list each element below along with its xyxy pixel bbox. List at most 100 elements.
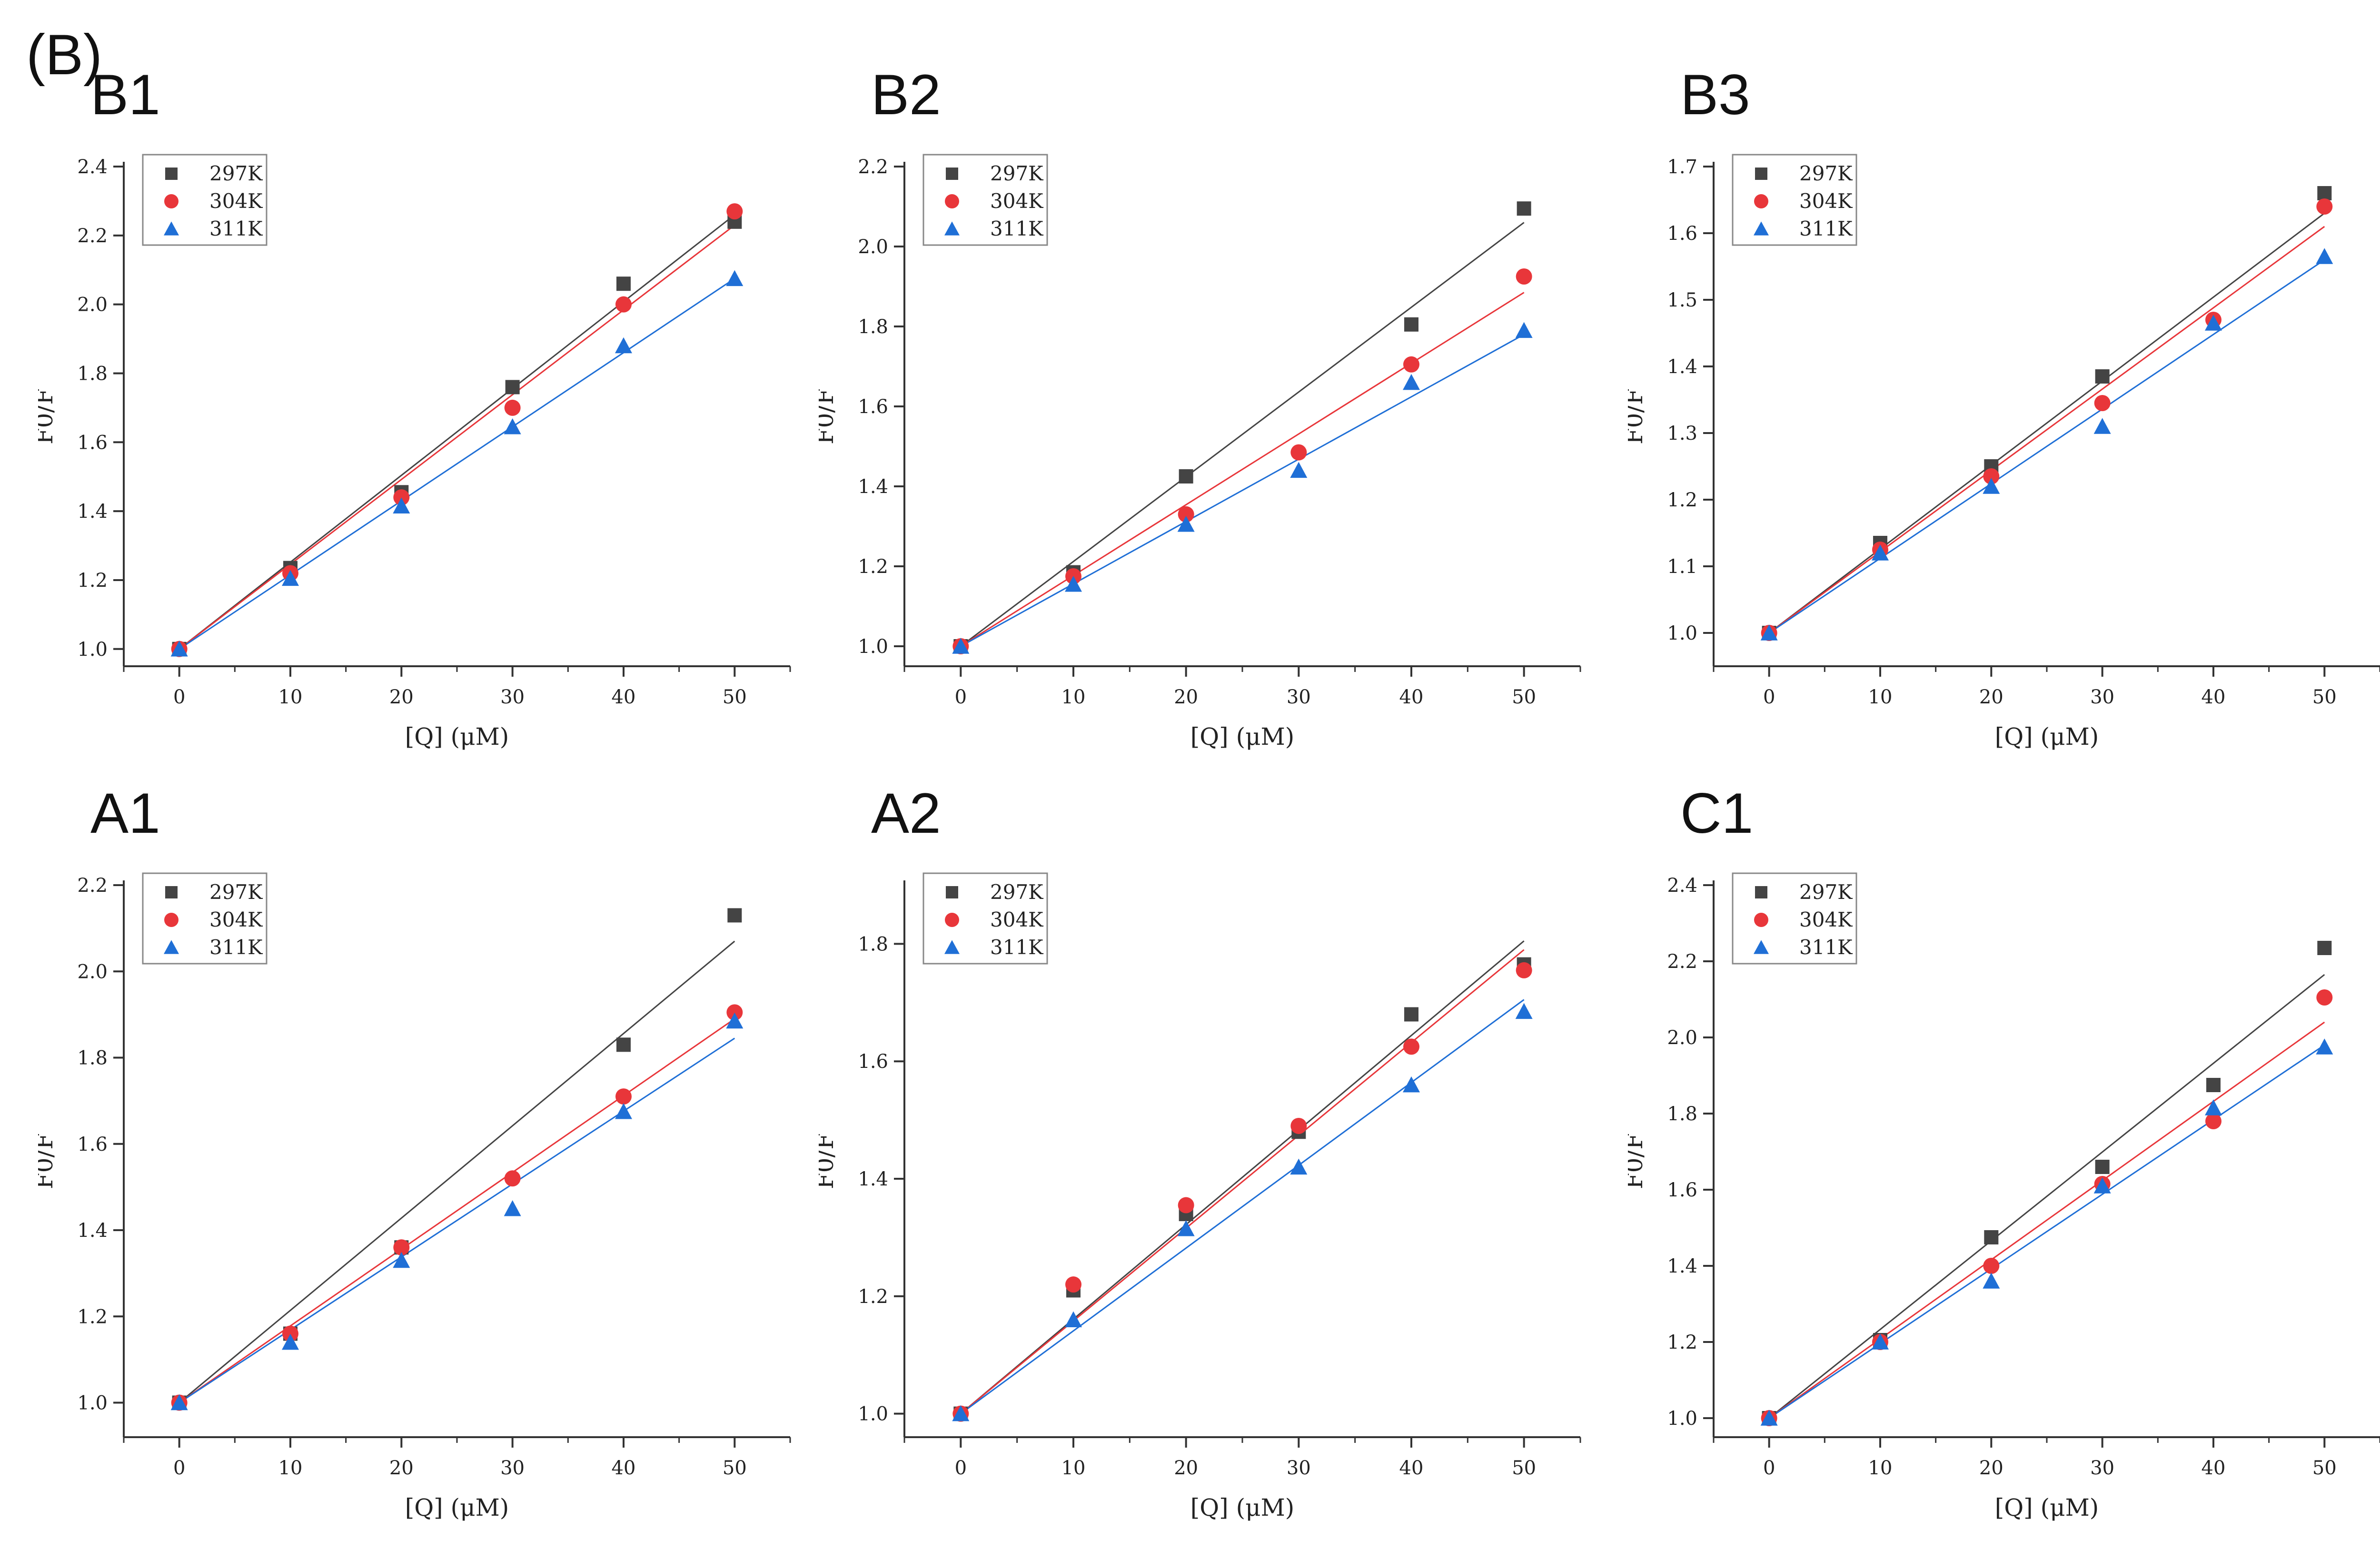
data-point-311k xyxy=(1065,576,1082,592)
panel-title: B1 xyxy=(90,63,160,127)
y-tick-label: 1.2 xyxy=(1667,1332,1697,1353)
data-point-304k xyxy=(1983,468,2000,484)
chart-a2: A2 0 10 20 30 40 50 1.0 1.2 1.4 1.6 1.8 [Q] (μM) F0/F… xyxy=(819,781,1581,1521)
fit-line-304k xyxy=(1768,226,2325,634)
panel-title: A1 xyxy=(90,781,160,845)
x-tick-label: 50 xyxy=(1512,1457,1536,1479)
panel-title: B2 xyxy=(871,63,941,127)
x-tick-label: 0 xyxy=(173,1457,185,1479)
data-point-304k xyxy=(1178,506,1194,523)
x-tick-label: 40 xyxy=(1399,686,1424,708)
y-axis-title: F0/F xyxy=(819,388,839,444)
legend-label: 311K xyxy=(990,936,1044,959)
x-tick-label: 20 xyxy=(389,1457,414,1479)
data-point-297k xyxy=(616,1037,631,1052)
data-point-311k xyxy=(726,270,744,286)
x-tick-label: 20 xyxy=(1174,1457,1198,1479)
y-tick-label: 1.2 xyxy=(77,1306,108,1328)
legend-marker-304k xyxy=(164,194,178,208)
legend-label: 304K xyxy=(990,908,1044,931)
legend-marker-304k xyxy=(945,913,959,927)
y-tick-label: 1.6 xyxy=(858,396,888,418)
y-tick-label: 2.2 xyxy=(1667,951,1697,973)
legend-marker-304k xyxy=(945,194,959,208)
legend-label: 304K xyxy=(209,189,263,213)
legend-marker-304k xyxy=(164,913,178,927)
legend-marker-297k xyxy=(946,886,958,898)
y-tick-label: 1.5 xyxy=(1667,289,1697,311)
y-tick-label: 2.0 xyxy=(1667,1027,1697,1049)
data-point-311k xyxy=(2205,1099,2222,1115)
data-point-311k xyxy=(282,1333,299,1350)
y-tick-label: 1.8 xyxy=(858,933,888,955)
data-point-304k xyxy=(1178,1197,1194,1214)
fit-line-304k xyxy=(1768,1021,2325,1419)
data-point-311k xyxy=(952,638,970,654)
data-point-311k xyxy=(1872,544,1889,561)
x-tick-label: 10 xyxy=(1868,1457,1893,1479)
legend-label: 297K xyxy=(990,162,1044,185)
y-tick-label: 1.4 xyxy=(858,1168,888,1190)
x-tick-label: 40 xyxy=(2202,686,2226,708)
legend-label: 311K xyxy=(990,217,1044,240)
data-point-304k xyxy=(1516,962,1532,978)
y-axis-title: F0/F xyxy=(38,1133,58,1189)
x-tick-label: 0 xyxy=(1763,1457,1775,1479)
data-point-304k xyxy=(1065,1276,1081,1293)
x-axis-title: [Q] (μM) xyxy=(1995,1494,2099,1521)
y-tick-label: 1.0 xyxy=(1667,622,1697,644)
y-tick-label: 2.4 xyxy=(1667,875,1697,897)
data-point-311k xyxy=(1515,1003,1533,1019)
y-tick-label: 1.1 xyxy=(1667,556,1697,578)
legend-label: 297K xyxy=(990,880,1044,904)
data-point-311k xyxy=(282,570,299,586)
data-point-311k xyxy=(1290,1158,1308,1175)
x-tick-label: 30 xyxy=(500,1457,525,1479)
legend-marker-311k xyxy=(944,221,960,236)
data-point-311k xyxy=(504,1200,521,1216)
x-axis-title: [Q] (μM) xyxy=(1190,723,1295,750)
data-point-311k xyxy=(2205,315,2222,331)
legend-box xyxy=(142,872,268,965)
y-tick-label: 1.2 xyxy=(77,570,108,592)
figure-label: (B) xyxy=(26,23,102,87)
legend-box xyxy=(1732,872,1857,965)
data-point-304k xyxy=(1403,356,1419,373)
data-point-304k xyxy=(504,399,521,416)
x-tick-label: 30 xyxy=(1287,686,1311,708)
data-point-311k xyxy=(1403,374,1420,390)
x-tick-label: 20 xyxy=(1979,1457,2003,1479)
fit-line-304k xyxy=(960,292,1525,647)
x-axis-title: [Q] (μM) xyxy=(405,723,509,750)
data-point-297k xyxy=(2206,1078,2221,1092)
y-tick-label: 1.0 xyxy=(77,1392,108,1414)
fit-line-304k xyxy=(178,224,735,650)
x-tick-label: 0 xyxy=(1763,686,1775,708)
data-point-297k xyxy=(727,908,742,923)
y-tick-label: 1.4 xyxy=(77,501,108,523)
data-point-297k xyxy=(2317,186,2332,200)
y-tick-label: 1.4 xyxy=(1667,356,1697,378)
y-tick-label: 1.6 xyxy=(77,1134,108,1155)
data-point-311k xyxy=(726,1012,744,1029)
x-axis-title: [Q] (μM) xyxy=(1995,723,2099,750)
x-axis-title: [Q] (μM) xyxy=(1190,1494,1295,1521)
data-point-311k xyxy=(952,1405,970,1421)
x-tick-label: 30 xyxy=(2090,686,2114,708)
data-point-304k xyxy=(2316,989,2333,1006)
fit-line-297k xyxy=(178,214,735,650)
legend-label: 297K xyxy=(1799,880,1853,904)
y-tick-label: 1.4 xyxy=(77,1220,108,1242)
y-tick-label: 2.0 xyxy=(858,236,888,258)
fit-line-311k xyxy=(178,1037,735,1403)
legend-box xyxy=(142,154,268,246)
data-point-297k xyxy=(2095,1160,2110,1174)
y-tick-label: 1.3 xyxy=(1667,423,1697,444)
data-point-297k xyxy=(2317,941,2332,955)
x-tick-label: 50 xyxy=(1512,686,1536,708)
data-point-311k xyxy=(1760,624,1778,641)
y-tick-label: 1.6 xyxy=(858,1051,888,1073)
fit-line-304k xyxy=(178,1018,735,1403)
data-point-304k xyxy=(2094,395,2111,411)
